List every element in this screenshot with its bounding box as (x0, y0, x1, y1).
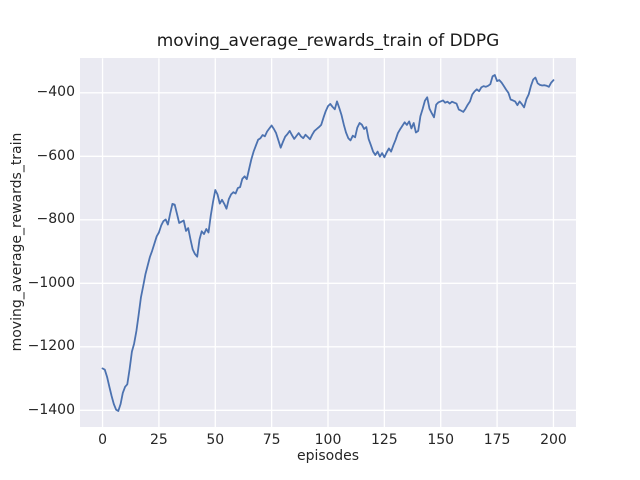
y-tick-label: −1200 (27, 338, 75, 355)
x-tick-label: 75 (262, 432, 281, 448)
y-axis-label: moving_average_rewards_train (9, 132, 25, 352)
x-axis-label: episodes (296, 448, 360, 464)
x-tick-label: 150 (427, 432, 455, 448)
x-tick-label: 100 (314, 432, 342, 448)
y-tick-label: −800 (36, 211, 75, 228)
plot-area (80, 57, 576, 428)
x-tick-label: 0 (98, 432, 107, 448)
x-tick-label: 175 (483, 432, 511, 448)
x-tick-label: 50 (206, 432, 225, 448)
series-line (101, 73, 555, 412)
y-tick-label: −400 (36, 84, 75, 101)
y-tick-label: −1000 (27, 274, 75, 291)
y-tick-label: −600 (36, 147, 75, 164)
y-tick-label: −1400 (27, 401, 75, 418)
x-tick-label: 200 (540, 432, 567, 448)
chart-title: moving_average_rewards_train of DDPG (156, 31, 500, 51)
plot-svg (80, 57, 576, 428)
x-tick-label: 25 (149, 432, 168, 448)
x-tick-label: 125 (370, 432, 398, 448)
